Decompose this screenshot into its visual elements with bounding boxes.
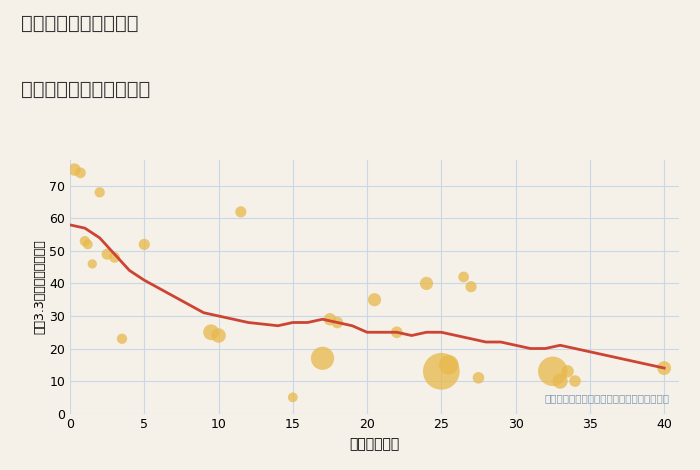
Point	[79, 237, 90, 245]
Point	[473, 374, 484, 382]
Point	[139, 241, 150, 248]
Point	[569, 377, 580, 385]
Point	[82, 241, 93, 248]
Point	[332, 319, 343, 326]
Point	[443, 361, 454, 368]
Point	[369, 296, 380, 304]
Point	[213, 332, 224, 339]
Point	[562, 368, 573, 375]
Point	[87, 260, 98, 268]
Point	[75, 169, 86, 177]
X-axis label: 築年数（年）: 築年数（年）	[349, 437, 400, 451]
Y-axis label: 坪（3.3㎡）単価（万円）: 坪（3.3㎡）単価（万円）	[34, 239, 46, 334]
Point	[466, 283, 477, 290]
Point	[116, 335, 127, 343]
Point	[659, 364, 670, 372]
Text: 円の大きさは、取引のあった物件面積を示す: 円の大きさは、取引のあった物件面積を示す	[545, 393, 670, 403]
Point	[235, 208, 246, 216]
Point	[458, 273, 469, 281]
Point	[94, 188, 105, 196]
Point	[109, 254, 120, 261]
Point	[287, 393, 298, 401]
Point	[391, 329, 402, 336]
Point	[547, 368, 559, 375]
Text: 築年数別中古戸建て価格: 築年数別中古戸建て価格	[21, 80, 150, 99]
Point	[554, 377, 566, 385]
Point	[421, 280, 432, 287]
Point	[206, 329, 217, 336]
Point	[102, 251, 113, 258]
Point	[317, 354, 328, 362]
Text: 三重県松阪市法田町の: 三重県松阪市法田町の	[21, 14, 139, 33]
Point	[435, 368, 447, 375]
Point	[324, 315, 335, 323]
Point	[69, 166, 80, 173]
